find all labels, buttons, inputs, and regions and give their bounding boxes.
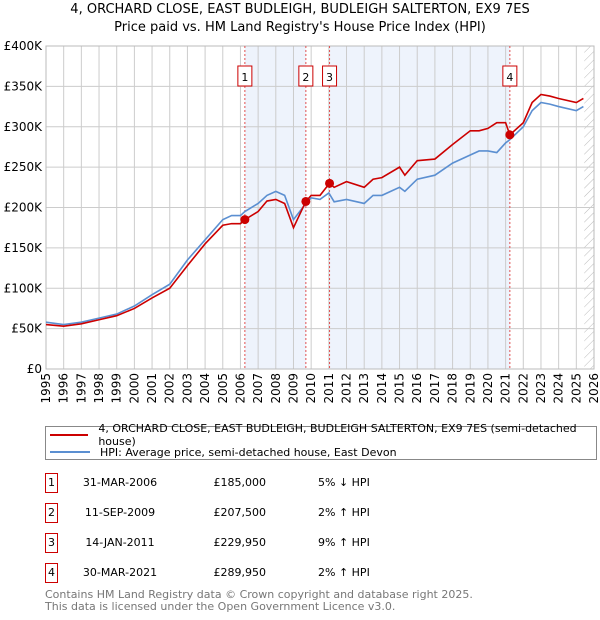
plot-border — [45, 45, 595, 370]
price-chart: 1995 1996 1997 1998 1999 2000 2001 2002 2003 2004… — [4, 39, 600, 404]
sale-label-box — [502, 65, 518, 87]
legend-label: 4, ORCHARD CLOSE, EAST BUDLEIGH, BUDLEIG… — [98, 422, 577, 448]
sale-point — [301, 196, 311, 206]
y-tick-label: £100K — [4, 281, 44, 295]
sale-price: £185,000 — [213, 476, 267, 489]
sale-label-box — [237, 65, 253, 87]
x-tick-label: 2009 — [286, 373, 300, 404]
sale-price: £229,950 — [213, 536, 267, 549]
legend-item-property: 4, ORCHARD CLOSE, EAST BUDLEIGH, BUDLEIG… — [50, 422, 596, 448]
chart-subtitle: Price paid vs. HM Land Registry's House … — [114, 20, 486, 35]
x-tick-label: 1996 — [57, 373, 71, 404]
y-tick-label: £350K — [4, 79, 44, 93]
x-tick-label: 2012 — [340, 373, 354, 404]
x-tick-label: 2010 — [304, 373, 318, 404]
y-tick-label: £400K — [4, 39, 44, 53]
sale-date: 14-JAN-2011 — [85, 536, 155, 549]
sale-label-box — [298, 65, 314, 87]
x-tick-label: 1999 — [110, 373, 124, 404]
sale-price: £289,950 — [213, 566, 267, 579]
x-tick-label: 2002 — [163, 373, 177, 404]
sale-number-box: 2 — [45, 503, 58, 523]
x-tick-label: 2015 — [393, 373, 407, 404]
sale-label: 3 — [326, 71, 333, 84]
y-tick-label: £0 — [27, 362, 42, 376]
x-tick-label: 2003 — [180, 373, 194, 404]
x-tick-label: 2016 — [410, 373, 424, 404]
legend-item-hpi: HPI: Average price, semi-detached house,… — [50, 444, 397, 460]
x-tick-label: 2025 — [569, 373, 583, 404]
y-tick-label: £50K — [11, 322, 43, 336]
x-tick-label: 2001 — [145, 373, 159, 404]
x-tick-label: 2005 — [216, 373, 230, 404]
x-tick-label: 1998 — [92, 373, 106, 404]
sale-hpi-diff: 5% ↓ HPI — [318, 476, 370, 489]
sale-row: 4 30-MAR-2021 £289,950 2% ↑ HPI — [0, 563, 600, 583]
y-tick-label: £300K — [4, 120, 44, 134]
sale-date: 30-MAR-2021 — [82, 566, 158, 579]
x-tick-label: 2020 — [481, 373, 495, 404]
x-tick-label: 2014 — [375, 373, 389, 404]
footer-copyright: Contains HM Land Registry data © Crown c… — [45, 588, 473, 601]
x-tick-label: 2024 — [552, 373, 566, 404]
sale-point — [505, 130, 515, 140]
sale-label: 1 — [241, 71, 248, 84]
sale-row: 3 14-JAN-2011 £229,950 9% ↑ HPI — [0, 533, 600, 553]
x-tick-label: 1997 — [74, 373, 88, 404]
y-tick-label: £250K — [4, 160, 44, 174]
sale-number-box: 1 — [45, 473, 58, 493]
legend-swatch-blue — [50, 451, 90, 453]
x-tick-label: 2018 — [446, 373, 460, 404]
x-tick-label: 2022 — [516, 373, 530, 404]
x-tick-label: 2004 — [198, 373, 212, 404]
footer-licence: This data is licensed under the Open Gov… — [45, 600, 396, 613]
sale-number-box: 3 — [45, 533, 58, 553]
sale-label: 2 — [302, 71, 309, 84]
sale-point — [325, 178, 335, 188]
chart-title: 4, ORCHARD CLOSE, EAST BUDLEIGH, BUDLEIG… — [70, 2, 530, 17]
legend: 4, ORCHARD CLOSE, EAST BUDLEIGH, BUDLEIG… — [45, 422, 597, 460]
x-tick-label: 2017 — [428, 373, 442, 404]
hpi-line — [45, 101, 584, 326]
sale-row: 1 31-MAR-2006 £185,000 5% ↓ HPI — [0, 473, 600, 493]
x-tick-label: 2000 — [127, 373, 141, 404]
sale-label-box — [322, 65, 338, 87]
sale-hpi-diff: 2% ↑ HPI — [318, 566, 370, 579]
x-tick-label: 2013 — [357, 373, 371, 404]
sale-hpi-diff: 2% ↑ HPI — [318, 506, 370, 519]
sale-date: 11-SEP-2009 — [84, 506, 156, 519]
x-tick-label: 2026 — [587, 373, 600, 404]
sale-price: £207,500 — [213, 506, 267, 519]
x-tick-label: 1995 — [39, 373, 53, 404]
sale-row: 2 11-SEP-2009 £207,500 2% ↑ HPI — [0, 503, 600, 523]
y-tick-label: £200K — [4, 201, 44, 215]
sale-number-box: 4 — [45, 563, 58, 583]
x-tick-label: 2011 — [322, 373, 336, 404]
y-tick-label: £150K — [4, 241, 44, 255]
sale-hpi-diff: 9% ↑ HPI — [318, 536, 370, 549]
x-tick-label: 2019 — [463, 373, 477, 404]
sale-point — [240, 215, 250, 225]
sale-label: 4 — [506, 71, 513, 84]
legend-swatch-red — [50, 434, 89, 436]
sale-date: 31-MAR-2006 — [82, 476, 158, 489]
x-tick-label: 2006 — [233, 373, 247, 404]
x-tick-label: 2007 — [251, 373, 265, 404]
x-tick-label: 2023 — [534, 373, 548, 404]
x-tick-label: 2021 — [499, 373, 513, 404]
x-tick-label: 2008 — [269, 373, 283, 404]
legend-label: HPI: Average price, semi-detached house,… — [100, 445, 397, 459]
